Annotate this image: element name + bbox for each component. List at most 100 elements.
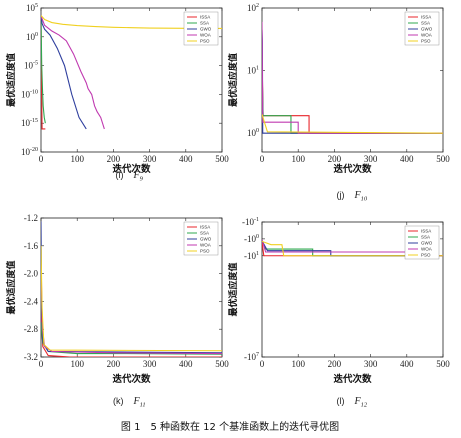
legend-entry: ISSA [200, 15, 210, 20]
y-tick-base: -10 [242, 217, 254, 227]
y-tick-exponent: 0 [256, 128, 259, 134]
y-tick-exponent: 1 [256, 66, 259, 72]
panel-label: (l) [337, 396, 345, 406]
x-axis-label: 迭代次数 [112, 163, 151, 175]
y-tick-exponent: 5 [35, 3, 38, 9]
x-tick-label: 500 [215, 359, 229, 369]
panel-label: (i) [116, 170, 124, 180]
y-tick-label: -107 [244, 352, 259, 362]
x-tick-label: 0 [39, 154, 44, 164]
function-subscript: 9 [140, 176, 144, 183]
x-tick-label: 200 [328, 359, 342, 369]
y-tick-label: -1.2 [24, 213, 38, 223]
legend-entry: PSO [200, 249, 210, 254]
x-tick-label: 100 [70, 154, 84, 164]
x-tick-label: 500 [436, 359, 450, 369]
panel-function-name: F10 [354, 190, 368, 203]
y-tick-label: -2.0 [24, 269, 39, 279]
y-tick-exponent: 0 [35, 32, 38, 38]
x-tick-label: 100 [70, 359, 84, 369]
y-axis-label: 最优适应度值 [5, 53, 17, 107]
y-axis-label: 最优适应度值 [227, 53, 239, 107]
x-tick-label: 0 [260, 154, 265, 164]
x-tick-label: 400 [400, 154, 414, 164]
y-tick-label: -100 [244, 234, 259, 244]
series-line-pso [262, 240, 443, 257]
y-tick-label: -3.2 [24, 352, 38, 362]
y-tick-base: 10 [26, 32, 36, 42]
panel-label: (j) [337, 190, 345, 200]
function-subscript: 11 [140, 402, 146, 409]
function-letter: F [354, 396, 362, 407]
x-tick-label: 100 [291, 359, 305, 369]
x-tick-label: 400 [179, 154, 193, 164]
y-axis-label: 最优适应度值 [227, 262, 239, 316]
series-line-gwo [41, 15, 87, 130]
x-tick-label: 400 [400, 359, 414, 369]
legend-entry: PSO [421, 39, 431, 44]
y-tick-label: -1.6 [24, 241, 39, 251]
legend-entry: ISSA [421, 229, 431, 234]
x-axis-label: 迭代次数 [112, 373, 151, 385]
panel-function-name: F11 [133, 396, 146, 409]
x-tick-label: 300 [364, 359, 378, 369]
y-tick-exponent: 1 [256, 251, 259, 257]
y-tick-exponent: -5 [33, 61, 38, 67]
legend-entry: WOA [421, 33, 432, 38]
y-tick-base: -10 [244, 234, 256, 244]
function-letter: F [354, 190, 362, 201]
y-tick-label: 100 [247, 128, 259, 138]
chart-panel-i: 0 100 200 300 400 50010510010-510-1010-1510-2… [5, 3, 229, 183]
function-subscript: 10 [361, 196, 368, 203]
legend-entry: SSA [421, 21, 430, 26]
function-subscript: 12 [361, 402, 368, 409]
y-tick-base: 10 [26, 3, 36, 13]
series-line-pso [262, 114, 443, 134]
legend-entry: PSO [421, 253, 431, 258]
legend-entry: ISSA [421, 15, 431, 20]
y-tick-exponent: 0 [256, 234, 259, 240]
y-tick-label: 101 [247, 66, 259, 76]
x-tick-label: 200 [107, 154, 121, 164]
y-tick-base: 10 [21, 118, 31, 128]
legend-entry: SSA [200, 231, 209, 236]
figure-caption: 图 1 5 种函数在 12 个基准函数上的迭代寻优图 [121, 420, 339, 433]
y-axis-label: 最优适应度值 [5, 260, 17, 314]
series-line-pso [41, 15, 222, 30]
chart-panel-l: 0 100 200 300 400 500-10-1-100-101-107ISSASSA… [227, 217, 450, 409]
series-line-woa [262, 21, 443, 134]
y-tick-label: 10-10 [21, 89, 38, 99]
y-tick-base: 10 [24, 61, 34, 71]
x-tick-label: 200 [107, 359, 121, 369]
panel-function-name: F9 [133, 170, 144, 183]
y-tick-base: 10 [21, 147, 31, 157]
y-tick-base: -10 [244, 251, 256, 261]
y-tick-label: -101 [244, 251, 259, 261]
x-axis-label: 迭代次数 [333, 163, 372, 175]
legend-entry: GWO [200, 27, 212, 32]
y-tick-label: 10-20 [21, 147, 38, 157]
series-line-pso [41, 245, 222, 352]
x-tick-label: 300 [143, 359, 157, 369]
x-tick-label: 300 [143, 154, 157, 164]
chart-panel-k: 0 100 200 300 400 500 -1.2 -1.6 -2.0 -2.4 -2.8 -3.2… [5, 213, 229, 409]
x-tick-label: 300 [364, 154, 378, 164]
x-tick-label: 100 [291, 154, 305, 164]
function-letter: F [133, 396, 141, 407]
series-line-ssa [41, 16, 46, 124]
x-tick-label: 0 [260, 359, 265, 369]
panel-label: (k) [113, 396, 124, 406]
y-tick-label: -2.8 [24, 324, 39, 334]
legend-entry: GWO [421, 241, 433, 246]
y-tick-base: 10 [247, 3, 257, 13]
y-tick-exponent: -10 [30, 89, 38, 95]
y-tick-exponent: 2 [256, 3, 259, 9]
legend-entry: WOA [200, 243, 211, 248]
y-tick-label: 10-5 [24, 61, 38, 71]
legend-entry: WOA [421, 247, 432, 252]
y-tick-exponent: 7 [256, 352, 259, 358]
y-tick-exponent: -20 [30, 147, 38, 153]
y-tick-base: -10 [244, 352, 256, 362]
y-tick-base: 10 [247, 66, 257, 76]
x-tick-label: 500 [215, 154, 229, 164]
